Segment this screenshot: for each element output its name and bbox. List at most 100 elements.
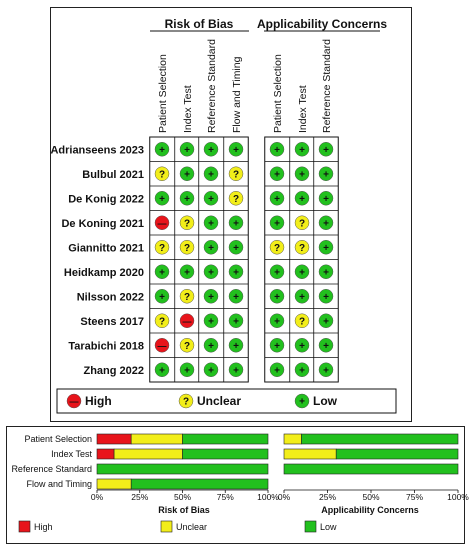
rob-judgement-dot-glyph: +: [233, 365, 239, 376]
rob-column-label: Flow and Timing: [231, 56, 243, 133]
app-judgement-dot-glyph: +: [323, 292, 329, 303]
legend-box: [56, 388, 397, 414]
x-tick-label: 25%: [131, 492, 148, 502]
rob-judgement-dot-glyph: +: [233, 292, 239, 303]
app-judgement-dot: [318, 313, 334, 328]
app-judgement-dot-glyph: +: [299, 194, 305, 205]
rob-judgement-dot: [203, 215, 219, 230]
x-tick-label: 100%: [257, 492, 279, 502]
rob-judgement-dot: [228, 215, 244, 230]
rob-judgement-dot: [154, 215, 170, 230]
rob-judgement-dot-glyph: +: [208, 218, 214, 229]
rob-header: Risk of Bias: [165, 17, 234, 31]
legend-unclear-label: Unclear: [197, 394, 241, 408]
app-judgement-dot: [318, 191, 334, 206]
study-label: Adrianseens 2023: [50, 144, 144, 156]
rob-judgement-dot-glyph: +: [233, 218, 239, 229]
rob-judgement-dot-glyph: ?: [159, 316, 165, 327]
chart-legend-unclear-label: Unclear: [176, 522, 207, 532]
rob-judgement-dot-glyph: ?: [159, 243, 165, 254]
rob-judgement-dot-glyph: +: [233, 267, 239, 278]
bar-segment: [182, 433, 269, 445]
app-judgement-dot: [269, 264, 285, 279]
rob-judgement-dot: [179, 338, 195, 353]
rob-judgement-dot: [154, 240, 170, 255]
rob-column-label: Index Test: [182, 85, 194, 133]
app-judgement-dot: [269, 142, 285, 157]
rob-judgement-dot: [228, 166, 244, 181]
rob-judgement-dot: [203, 313, 219, 328]
rob-judgement-dot-glyph: +: [208, 243, 214, 254]
rob-judgement-dot: [203, 240, 219, 255]
rob-judgement-dot: [179, 215, 195, 230]
chart-legend-low-label: Low: [320, 522, 337, 532]
app-judgement-dot: [269, 166, 285, 181]
study-label: De Konig 2022: [68, 193, 144, 205]
bar-segment: [335, 448, 459, 460]
chart-category-label: Index Test: [51, 449, 92, 459]
rob-judgement-dot: [203, 338, 219, 353]
rob-judgement-dot: [228, 191, 244, 206]
app-judgement-dot-glyph: +: [274, 292, 280, 303]
legend-low-label: Low: [313, 394, 338, 408]
legend-unclear-dot-glyph: ?: [183, 397, 189, 408]
app-judgement-dot-glyph: ?: [299, 218, 305, 229]
app-judgement-dot: [318, 264, 334, 279]
rob-judgement-dot: [179, 289, 195, 304]
app-judgement-dot: [294, 338, 310, 353]
app-judgement-dot-glyph: ?: [299, 243, 305, 254]
app-judgement-dot-glyph: +: [323, 341, 329, 352]
x-axis-title: Applicability Concerns: [321, 505, 419, 515]
app-column-label: Index Test: [297, 85, 309, 133]
rob-judgement-dot: [154, 289, 170, 304]
bar-segment: [130, 478, 269, 490]
rob-column-label: Patient Selection: [157, 54, 169, 133]
rob-judgement-dot-glyph: ?: [184, 292, 190, 303]
bar-segment: [130, 433, 183, 445]
rob-judgement-dot-glyph: ?: [233, 194, 239, 205]
study-label: De Koning 2021: [61, 218, 144, 230]
rob-judgement-dot-glyph: +: [184, 365, 190, 376]
app-judgement-dot: [294, 215, 310, 230]
study-label: Steens 2017: [80, 316, 144, 328]
rob-judgement-dot: [203, 362, 219, 377]
chart-category-label: Reference Standard: [11, 464, 92, 474]
x-tick-label: 50%: [174, 492, 191, 502]
rob-judgement-dot: [179, 362, 195, 377]
app-judgement-dot: [294, 191, 310, 206]
app-judgement-dot: [294, 166, 310, 181]
app-judgement-dot: [294, 362, 310, 377]
rob-judgement-dot: [154, 313, 170, 328]
x-tick-label: 25%: [319, 492, 336, 502]
rob-judgement-dot-glyph: +: [159, 145, 165, 156]
app-judgement-dot-glyph: +: [323, 243, 329, 254]
app-column-label: Patient Selection: [272, 54, 284, 133]
app-judgement-dot: [269, 362, 285, 377]
legend-high-label: High: [85, 394, 112, 408]
legend-low-dot: [294, 393, 310, 409]
app-judgement-dot-glyph: +: [274, 365, 280, 376]
chart-legend-high-swatch: [18, 520, 31, 533]
app-judgement-dot: [318, 166, 334, 181]
app-judgement-dot: [318, 142, 334, 157]
app-judgement-dot: [269, 313, 285, 328]
app-judgement-dot-glyph: +: [323, 365, 329, 376]
app-judgement-dot-glyph: +: [299, 341, 305, 352]
bar-segment: [96, 463, 269, 475]
app-judgement-dot-glyph: +: [323, 267, 329, 278]
app-judgement-dot-glyph: +: [323, 169, 329, 180]
rob-judgement-dot: [228, 313, 244, 328]
rob-judgement-dot: [154, 142, 170, 157]
study-label: Zhang 2022: [83, 365, 144, 377]
rob-judgement-dot: [179, 142, 195, 157]
app-judgement-dot-glyph: +: [299, 169, 305, 180]
app-judgement-dot-glyph: +: [274, 316, 280, 327]
rob-judgement-dot-glyph: +: [208, 194, 214, 205]
legend-low-dot-glyph: +: [299, 397, 305, 408]
rob-judgement-dot: [203, 289, 219, 304]
x-tick-label: 0%: [91, 492, 104, 502]
rob-column-label: Reference Standard: [206, 39, 218, 133]
rob-judgement-dot-glyph: —: [158, 341, 167, 351]
chart-category-label: Patient Selection: [24, 434, 92, 444]
rob-judgement-dot-glyph: —: [158, 218, 167, 228]
